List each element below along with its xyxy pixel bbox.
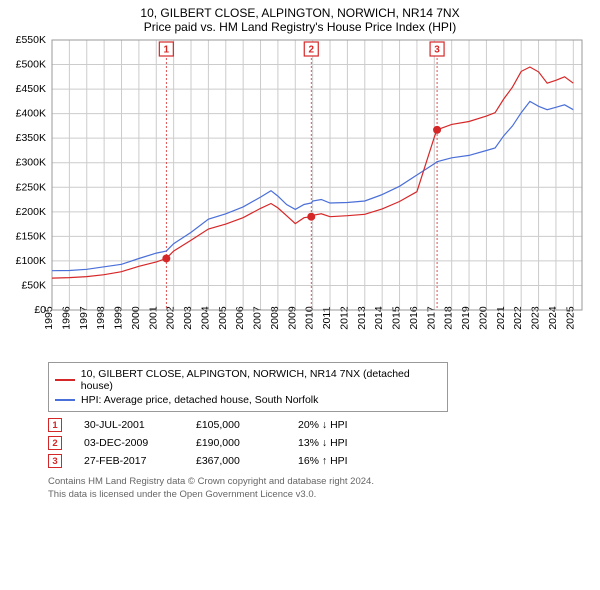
legend-item-property: 10, GILBERT CLOSE, ALPINGTON, NORWICH, N… [55,367,441,393]
svg-text:1: 1 [164,45,170,56]
svg-text:£450K: £450K [16,83,46,95]
transaction-row: 3 27-FEB-2017 £367,000 16% ↑ HPI [48,452,588,470]
chart-title-block: 10, GILBERT CLOSE, ALPINGTON, NORWICH, N… [0,0,600,36]
svg-text:£300K: £300K [16,157,46,169]
footer-line2: This data is licensed under the Open Gov… [48,489,588,502]
svg-text:£400K: £400K [16,108,46,120]
svg-text:2: 2 [308,45,314,56]
tx-ref-marker: 2 [48,436,62,450]
tx-price: £367,000 [196,455,276,467]
tx-date: 03-DEC-2009 [84,437,174,449]
svg-text:£150K: £150K [16,230,46,242]
transaction-row: 1 30-JUL-2001 £105,000 20% ↓ HPI [48,416,588,434]
chart-area: £0£50K£100K£150K£200K£250K£300K£350K£400… [0,36,600,356]
tx-price: £105,000 [196,419,276,431]
svg-text:3: 3 [434,45,440,56]
svg-text:£250K: £250K [16,181,46,193]
svg-text:£500K: £500K [16,59,46,71]
tx-pct: 13% ↓ HPI [298,437,378,449]
svg-text:£100K: £100K [16,255,46,267]
footer-attribution: Contains HM Land Registry data © Crown c… [48,476,588,502]
tx-pct: 16% ↑ HPI [298,455,378,467]
tx-ref-marker: 3 [48,454,62,468]
legend-label: 10, GILBERT CLOSE, ALPINGTON, NORWICH, N… [81,368,441,392]
tx-pct: 20% ↓ HPI [298,419,378,431]
tx-price: £190,000 [196,437,276,449]
legend-item-hpi: HPI: Average price, detached house, Sout… [55,393,441,407]
legend-label: HPI: Average price, detached house, Sout… [81,394,318,406]
transaction-row: 2 03-DEC-2009 £190,000 13% ↓ HPI [48,434,588,452]
tx-ref-marker: 1 [48,418,62,432]
chart-svg: £0£50K£100K£150K£200K£250K£300K£350K£400… [0,36,600,356]
transaction-list: 1 30-JUL-2001 £105,000 20% ↓ HPI 2 03-DE… [48,416,588,470]
svg-text:£350K: £350K [16,132,46,144]
legend-swatch [55,379,75,381]
svg-text:£200K: £200K [16,206,46,218]
legend-swatch [55,399,75,401]
legend: 10, GILBERT CLOSE, ALPINGTON, NORWICH, N… [48,362,448,412]
svg-text:£50K: £50K [21,279,46,291]
tx-date: 30-JUL-2001 [84,419,174,431]
chart-title-line2: Price paid vs. HM Land Registry's House … [0,20,600,34]
tx-date: 27-FEB-2017 [84,455,174,467]
footer-line1: Contains HM Land Registry data © Crown c… [48,476,588,489]
svg-text:£550K: £550K [16,36,46,46]
chart-title-line1: 10, GILBERT CLOSE, ALPINGTON, NORWICH, N… [0,6,600,20]
